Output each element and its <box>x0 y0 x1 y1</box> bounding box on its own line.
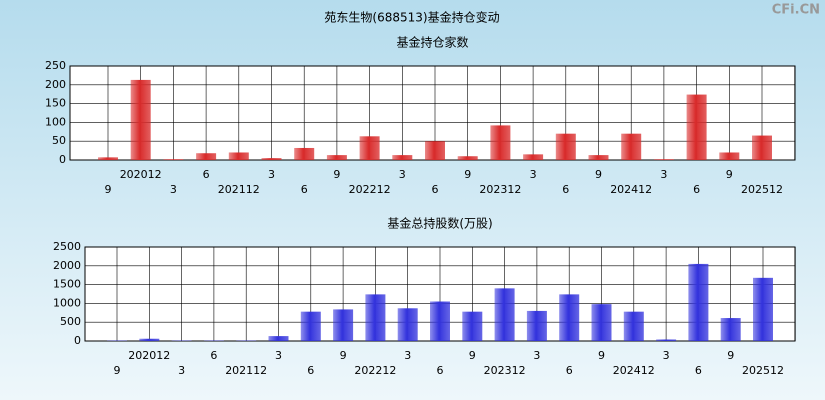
bar <box>559 294 580 341</box>
x-tick-label: 3 <box>660 168 667 181</box>
x-tick-label: 9 <box>105 183 112 196</box>
bar <box>653 159 674 160</box>
x-tick-label: 3 <box>275 349 282 362</box>
bar <box>494 288 515 341</box>
x-tick-label: 9 <box>469 349 476 362</box>
y-tick-label: 200 <box>45 78 66 91</box>
bar <box>268 336 289 341</box>
page-title: 苑东生物(688513)基金持仓变动 <box>324 10 499 25</box>
x-tick-label: 9 <box>114 364 121 377</box>
y-tick-label: 1000 <box>53 296 81 309</box>
bar <box>688 263 709 341</box>
x-tick-label: 9 <box>595 168 602 181</box>
bar <box>720 318 741 341</box>
x-tick-label: 202212 <box>354 364 396 377</box>
x-tick-label: 6 <box>307 364 314 377</box>
bar <box>294 147 315 160</box>
x-tick-label: 9 <box>598 349 605 362</box>
x-tick-label: 202512 <box>742 364 784 377</box>
bar <box>490 125 511 160</box>
y-tick-label: 1500 <box>53 278 81 291</box>
bar <box>623 311 644 341</box>
bar <box>591 304 612 341</box>
bar <box>462 311 483 341</box>
bar <box>98 157 118 160</box>
x-tick-label: 3 <box>404 349 411 362</box>
x-tick-label: 202512 <box>741 183 783 196</box>
x-tick-label: 202012 <box>128 349 170 362</box>
bar <box>430 301 450 341</box>
bar <box>261 158 282 160</box>
bar <box>300 311 321 341</box>
x-tick-label: 9 <box>340 349 347 362</box>
x-tick-label: 6 <box>301 183 308 196</box>
bar <box>719 152 740 160</box>
x-tick-label: 9 <box>726 168 733 181</box>
y-tick-label: 150 <box>45 97 66 110</box>
x-tick-label: 6 <box>693 183 700 196</box>
y-tick-label: 2000 <box>53 259 81 272</box>
x-tick-label: 3 <box>530 168 537 181</box>
bar <box>588 155 609 160</box>
bar <box>326 155 347 160</box>
x-tick-label: 6 <box>437 364 444 377</box>
bar <box>523 154 544 160</box>
x-tick-label: 202312 <box>479 183 521 196</box>
x-tick-label: 202312 <box>484 364 526 377</box>
x-tick-label: 3 <box>399 168 406 181</box>
x-tick-label: 202112 <box>218 183 260 196</box>
x-tick-label: 202212 <box>349 183 391 196</box>
x-tick-label: 6 <box>432 183 439 196</box>
x-tick-label: 9 <box>727 349 734 362</box>
bar <box>526 310 547 341</box>
x-tick-label: 3 <box>533 349 540 362</box>
bar <box>228 152 249 160</box>
x-tick-label: 202112 <box>225 364 267 377</box>
x-tick-label: 9 <box>464 168 471 181</box>
x-tick-label: 3 <box>178 364 185 377</box>
bar <box>130 79 151 160</box>
x-tick-label: 6 <box>695 364 702 377</box>
x-tick-label: 3 <box>268 168 275 181</box>
bar <box>425 141 445 160</box>
y-tick-label: 2500 <box>53 240 81 253</box>
bar <box>753 277 773 341</box>
chart-title: 基金持仓家数 <box>396 35 468 50</box>
x-tick-label: 202412 <box>613 364 655 377</box>
bar <box>656 339 677 341</box>
bar <box>392 155 413 160</box>
bar <box>139 338 160 341</box>
x-tick-label: 9 <box>333 168 340 181</box>
chart-title: 基金总持股数(万股) <box>387 216 492 231</box>
bar <box>196 153 217 160</box>
bar <box>621 133 642 160</box>
bar <box>752 135 772 160</box>
x-tick-label: 6 <box>562 183 569 196</box>
bar <box>163 159 184 160</box>
x-tick-label: 202012 <box>120 168 162 181</box>
y-tick-label: 500 <box>60 315 81 328</box>
x-tick-label: 202412 <box>610 183 652 196</box>
x-tick-label: 3 <box>170 183 177 196</box>
y-tick-label: 0 <box>74 334 81 347</box>
bar <box>365 294 386 341</box>
y-tick-label: 250 <box>45 59 66 72</box>
x-tick-label: 6 <box>210 349 217 362</box>
bar <box>333 309 354 341</box>
bar <box>457 156 478 160</box>
bar <box>555 133 576 160</box>
bar <box>686 94 707 160</box>
y-tick-label: 100 <box>45 115 66 128</box>
bar <box>397 308 418 341</box>
bar <box>359 136 380 160</box>
x-tick-label: 6 <box>566 364 573 377</box>
x-tick-label: 6 <box>203 168 210 181</box>
watermark: CFi.CN <box>772 3 820 18</box>
y-tick-label: 50 <box>52 134 66 147</box>
x-tick-label: 3 <box>663 349 670 362</box>
y-tick-label: 0 <box>59 153 66 166</box>
